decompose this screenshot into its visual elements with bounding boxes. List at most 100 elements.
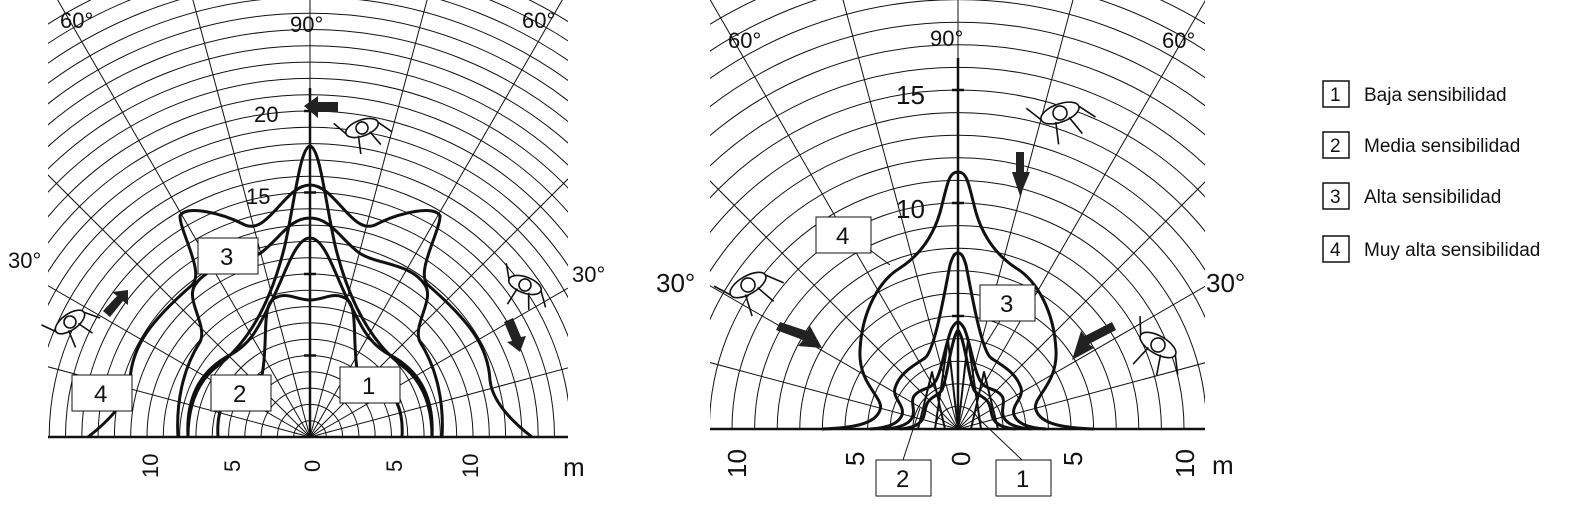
left-tick-label-5-left: 5 bbox=[220, 460, 245, 472]
svg-text:4: 4 bbox=[836, 223, 849, 250]
svg-text:4: 4 bbox=[1330, 240, 1341, 261]
left-angle-30-right: 30° bbox=[572, 262, 605, 287]
svg-text:1: 1 bbox=[362, 373, 375, 400]
right-grid-ray bbox=[957, 0, 1205, 429]
right-axis-tick-labels: 10 5 0 5 10 bbox=[722, 449, 1200, 478]
left-zone-3-curve bbox=[176, 216, 444, 438]
right-tick-label-10-left: 10 bbox=[722, 449, 752, 478]
right-zone-4-curve bbox=[821, 170, 1095, 431]
right-label-leaders bbox=[869, 249, 1023, 461]
right-grid-ray bbox=[957, 362, 1205, 429]
right-zone-label-1: 1 bbox=[995, 459, 1052, 497]
right-angle-90: 90° bbox=[930, 26, 963, 51]
right-radial-label-15: 15 bbox=[896, 80, 925, 110]
left-angle-30-left: 30° bbox=[8, 248, 41, 273]
svg-text:1: 1 bbox=[1330, 85, 1341, 106]
right-zone-3-curve bbox=[869, 251, 1047, 431]
left-radial-label-15: 15 bbox=[246, 184, 270, 209]
right-grid-ray bbox=[957, 285, 1205, 429]
right-person-left-icon bbox=[713, 271, 785, 317]
svg-text:2: 2 bbox=[233, 381, 246, 408]
right-zone-label-3: 3 bbox=[979, 284, 1036, 322]
right-people bbox=[713, 101, 1179, 376]
legend-item-1: 1 Baja sensibilidad bbox=[1322, 80, 1507, 108]
right-arrow-right-icon bbox=[1072, 322, 1116, 360]
legend: 1 Baja sensibilidad 2 Media sensibilidad… bbox=[1322, 80, 1540, 263]
left-grid-ray bbox=[309, 0, 563, 437]
right-petals-curve bbox=[917, 339, 999, 430]
legend-label-4: Muy alta sensibilidad bbox=[1364, 240, 1540, 261]
left-grid-ray bbox=[309, 0, 428, 437]
left-zone-label-2: 2 bbox=[210, 374, 272, 412]
right-grid-ray bbox=[710, 180, 959, 429]
svg-text:2: 2 bbox=[1330, 136, 1341, 157]
left-angle-60-right: 60° bbox=[522, 8, 555, 33]
svg-text:2: 2 bbox=[896, 466, 909, 493]
legend-item-3: 3 Alta sensibilidad bbox=[1322, 182, 1501, 210]
left-grid-ring bbox=[48, 94, 568, 218]
left-radial-label-20: 20 bbox=[254, 102, 278, 127]
left-zone-label-4: 4 bbox=[71, 374, 133, 412]
left-zone-center-curve bbox=[186, 144, 434, 438]
legend-item-4: 4 Muy alta sensibilidad bbox=[1322, 235, 1540, 263]
right-tick-label-5-left: 5 bbox=[840, 452, 870, 466]
right-grid-ray bbox=[710, 0, 959, 429]
right-radial-label-10: 10 bbox=[896, 194, 925, 224]
left-grid-ring bbox=[48, 0, 568, 25]
right-tick-label-10-right: 10 bbox=[1170, 449, 1200, 478]
right-angle-60-left: 60° bbox=[728, 28, 761, 53]
right-grid-ray bbox=[710, 285, 959, 429]
right-polar-diagram: 60° 90° 60° 30° 30° 15 10 10 5 0 5 10 m … bbox=[656, 0, 1245, 497]
svg-text:3: 3 bbox=[1000, 291, 1013, 318]
left-grid-ray bbox=[57, 0, 311, 437]
left-tick-label-10-left: 10 bbox=[138, 454, 163, 478]
left-unit-label: m bbox=[563, 452, 585, 482]
right-tick-label-0: 0 bbox=[946, 452, 976, 466]
left-angle-60-left: 60° bbox=[60, 8, 93, 33]
right-arrow-left-icon bbox=[776, 322, 822, 348]
left-tick-label-10-right: 10 bbox=[458, 454, 483, 478]
right-angle-30-left: 30° bbox=[656, 268, 695, 298]
legend-label-1: Baja sensibilidad bbox=[1364, 85, 1507, 106]
left-tick-label-0: 0 bbox=[300, 460, 325, 472]
right-unit-label: m bbox=[1212, 450, 1234, 480]
left-person-right-icon bbox=[505, 263, 547, 310]
right-person-top-icon bbox=[1025, 101, 1096, 145]
right-axis-ticks bbox=[952, 88, 964, 318]
left-people bbox=[41, 117, 547, 348]
right-zone-label-4: 4 bbox=[815, 216, 872, 254]
right-arrows bbox=[776, 152, 1116, 360]
svg-text:3: 3 bbox=[1330, 187, 1341, 208]
left-grid-ring bbox=[48, 12, 568, 105]
left-grid-ray bbox=[48, 174, 311, 437]
left-person-top-icon bbox=[333, 117, 393, 155]
left-arrow-left-icon bbox=[103, 290, 128, 317]
legend-label-2: Media sensibilidad bbox=[1364, 136, 1520, 157]
right-zone-label-2: 2 bbox=[875, 459, 932, 497]
left-grid-ray bbox=[192, 0, 311, 437]
right-zone-1-curve bbox=[899, 328, 1017, 431]
right-grid-ray bbox=[957, 181, 1205, 429]
svg-text:4: 4 bbox=[94, 381, 107, 408]
right-tick-label-5-right: 5 bbox=[1058, 452, 1088, 466]
right-angle-30-right: 30° bbox=[1206, 268, 1245, 298]
left-zone-label-1: 1 bbox=[339, 366, 401, 404]
left-zone-label-3: 3 bbox=[197, 237, 259, 275]
right-person-right-icon bbox=[1132, 316, 1179, 376]
svg-text:3: 3 bbox=[220, 244, 233, 271]
svg-text:1: 1 bbox=[1016, 466, 1029, 493]
left-grid-ray bbox=[309, 367, 568, 437]
left-arrow-right-icon bbox=[504, 318, 526, 352]
legend-label-3: Alta sensibilidad bbox=[1364, 187, 1501, 208]
left-grid-ray bbox=[309, 178, 568, 437]
left-tick-label-5-right: 5 bbox=[382, 460, 407, 472]
left-arrows bbox=[103, 96, 526, 352]
left-arrow-top-icon bbox=[304, 96, 338, 118]
legend-item-2: 2 Media sensibilidad bbox=[1322, 131, 1520, 159]
right-angle-60-right: 60° bbox=[1162, 28, 1195, 53]
right-grid-ray bbox=[710, 362, 959, 429]
left-axis-tick-labels: 10 5 0 5 10 bbox=[138, 454, 483, 478]
right-zone-2-curve bbox=[884, 320, 1032, 431]
left-angle-90: 90° bbox=[290, 12, 323, 37]
